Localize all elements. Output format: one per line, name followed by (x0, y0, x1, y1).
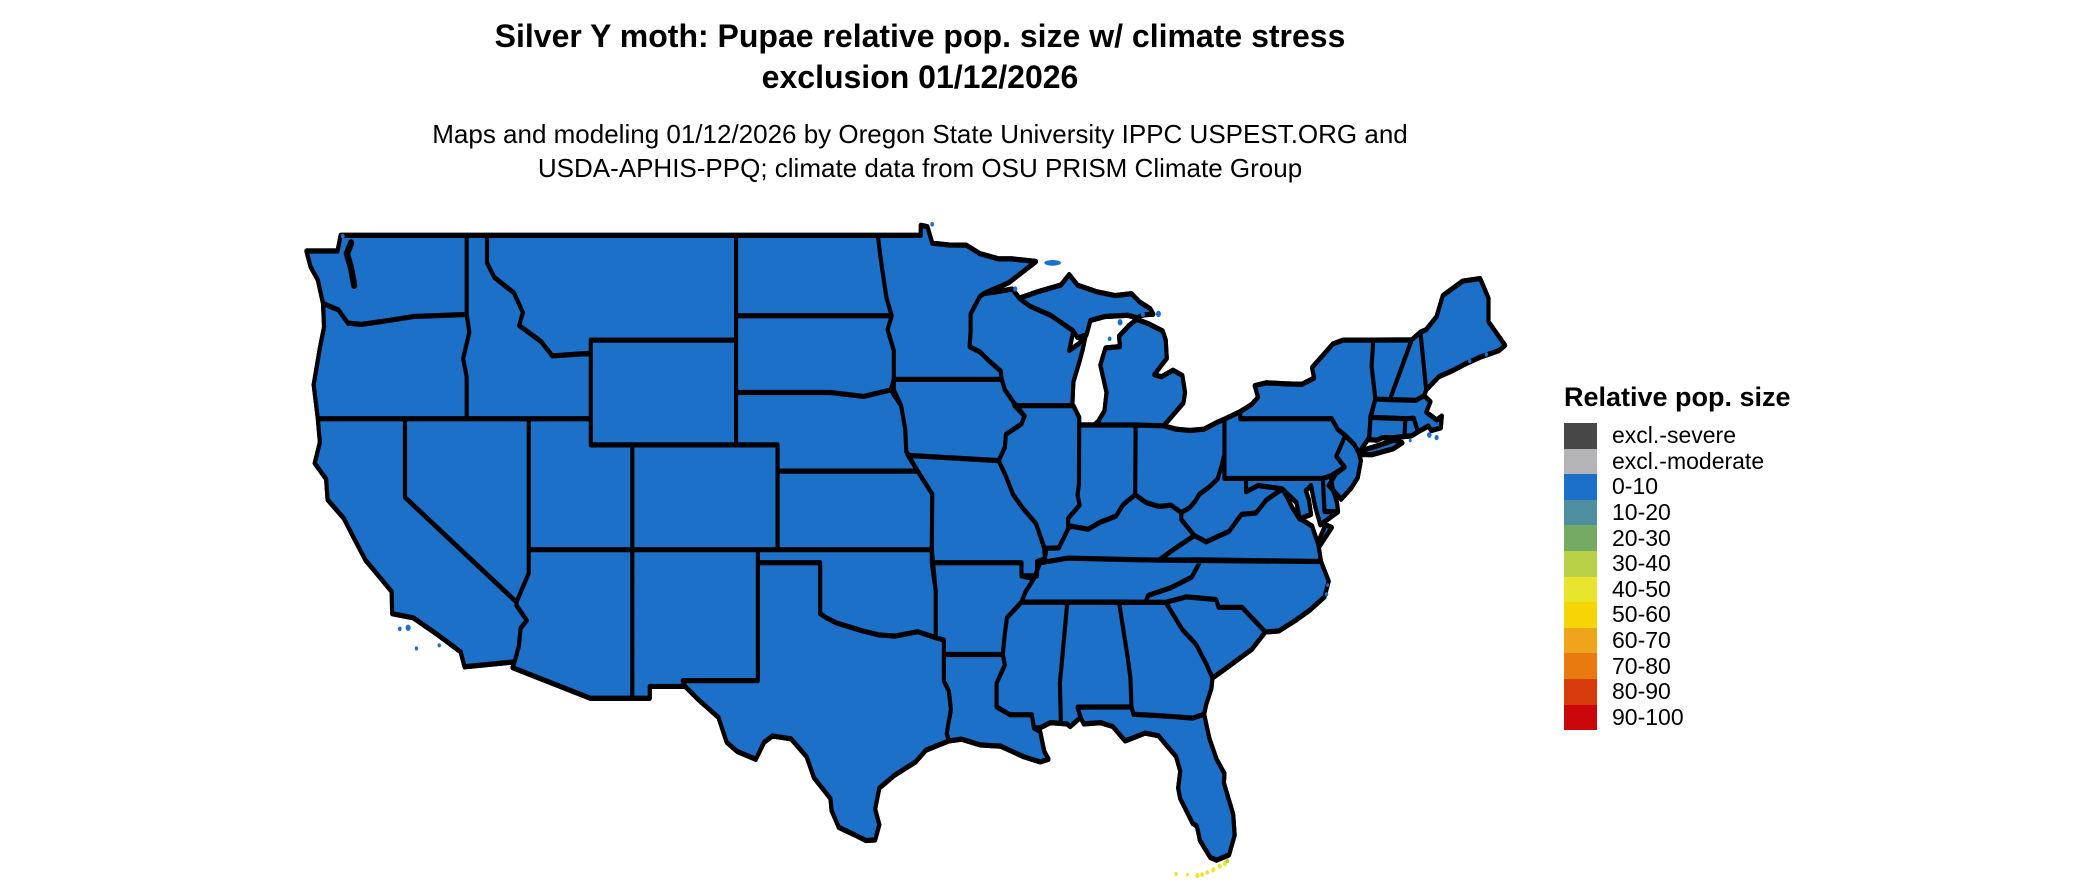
legend-swatch (1564, 474, 1597, 500)
map-title-line2: exclusion 01/12/2026 (761, 58, 1079, 95)
florida-keys (1174, 860, 1227, 879)
legend-item: 50-60 (1564, 602, 1791, 628)
legend-item: 10-20 (1564, 499, 1791, 526)
legend: Relative pop. size excl.-severe excl.-mo… (1564, 382, 1791, 731)
legend-item: 80-90 (1564, 678, 1791, 705)
conus-map-svg (295, 221, 1530, 879)
legend-swatch (1564, 448, 1597, 475)
map-subtitle-line1: Maps and modeling 01/12/2026 by Oregon S… (432, 118, 1408, 149)
puget-sound-inlet (343, 239, 358, 290)
legend-swatch (1564, 499, 1597, 526)
state-borders (306, 225, 1505, 860)
legend-swatch (1564, 550, 1597, 577)
legend-item: 60-70 (1564, 627, 1791, 654)
legend-item: 40-50 (1564, 576, 1791, 603)
map-title: Silver Y moth: Pupae relative pop. size … (0, 16, 1840, 98)
legend-item: excl.-moderate (1564, 448, 1791, 475)
legend-item: 70-80 (1564, 653, 1791, 679)
keys-upper (1225, 858, 1230, 864)
legend-swatch (1564, 602, 1597, 628)
legend-item: excl.-severe (1564, 423, 1791, 449)
legend-item: 90-100 (1564, 704, 1791, 731)
legend-swatch (1564, 678, 1597, 705)
legend-item: 20-30 (1564, 525, 1791, 551)
map-subtitle: Maps and modeling 01/12/2026 by Oregon S… (0, 118, 1840, 186)
coastal-islands (340, 221, 1489, 651)
legend-swatch (1564, 576, 1597, 603)
legend-swatch (1564, 653, 1597, 679)
legend-item: 30-40 (1564, 550, 1791, 577)
us-map (295, 217, 1530, 885)
legend-swatch (1564, 704, 1597, 731)
map-subtitle-line2: USDA-APHIS-PPQ; climate data from OSU PR… (537, 152, 1303, 183)
legend-swatch (1564, 423, 1597, 449)
map-title-line1: Silver Y moth: Pupae relative pop. size … (494, 18, 1346, 54)
legend-swatch (1564, 525, 1597, 551)
legend-swatch (1564, 627, 1597, 654)
legend-title: Relative pop. size (1564, 382, 1791, 412)
legend-item: 0-10 (1564, 474, 1791, 500)
header: Silver Y moth: Pupae relative pop. size … (0, 16, 1840, 186)
